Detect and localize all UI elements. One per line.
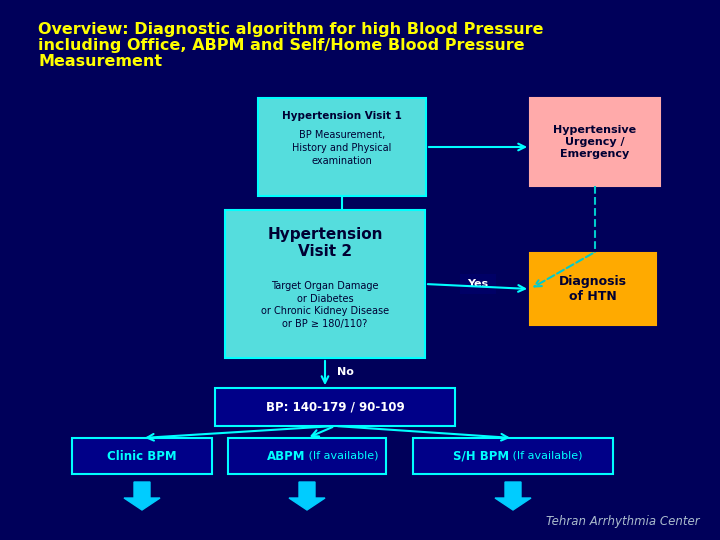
Polygon shape bbox=[495, 482, 531, 510]
Text: (If available): (If available) bbox=[305, 451, 379, 461]
FancyBboxPatch shape bbox=[225, 210, 425, 358]
Text: (If available): (If available) bbox=[509, 451, 582, 461]
FancyBboxPatch shape bbox=[258, 98, 426, 196]
FancyBboxPatch shape bbox=[530, 253, 656, 325]
Polygon shape bbox=[289, 482, 325, 510]
Text: including Office, ABPM and Self/Home Blood Pressure: including Office, ABPM and Self/Home Blo… bbox=[38, 38, 525, 53]
Text: Hypertension
Visit 2: Hypertension Visit 2 bbox=[267, 227, 383, 259]
Text: Hypertension Visit 1: Hypertension Visit 1 bbox=[282, 111, 402, 121]
Text: S/H BPM: S/H BPM bbox=[453, 449, 509, 462]
Text: Overview: Diagnostic algorithm for high Blood Pressure: Overview: Diagnostic algorithm for high … bbox=[38, 22, 544, 37]
Text: BP Measurement,
History and Physical
examination: BP Measurement, History and Physical exa… bbox=[292, 130, 392, 166]
Polygon shape bbox=[124, 482, 160, 510]
Text: BP: 140-179 / 90-109: BP: 140-179 / 90-109 bbox=[266, 401, 405, 414]
FancyBboxPatch shape bbox=[228, 438, 386, 474]
FancyBboxPatch shape bbox=[413, 438, 613, 474]
Text: Tehran Arrhythmia Center: Tehran Arrhythmia Center bbox=[546, 515, 700, 528]
Text: Diagnosis
of HTN: Diagnosis of HTN bbox=[559, 274, 627, 303]
Text: Yes: Yes bbox=[467, 279, 488, 289]
Text: Target Organ Damage
or Diabetes
or Chronic Kidney Disease
or BP ≥ 180/110?: Target Organ Damage or Diabetes or Chron… bbox=[261, 281, 389, 329]
Text: No: No bbox=[336, 367, 354, 377]
Text: Hypertensive
Urgency /
Emergency: Hypertensive Urgency / Emergency bbox=[554, 125, 636, 159]
Text: Measurement: Measurement bbox=[38, 54, 162, 69]
FancyBboxPatch shape bbox=[72, 438, 212, 474]
FancyBboxPatch shape bbox=[530, 98, 660, 186]
FancyBboxPatch shape bbox=[215, 388, 455, 426]
FancyBboxPatch shape bbox=[459, 274, 495, 294]
Text: ABPM: ABPM bbox=[266, 449, 305, 462]
Text: Clinic BPM: Clinic BPM bbox=[107, 449, 177, 462]
